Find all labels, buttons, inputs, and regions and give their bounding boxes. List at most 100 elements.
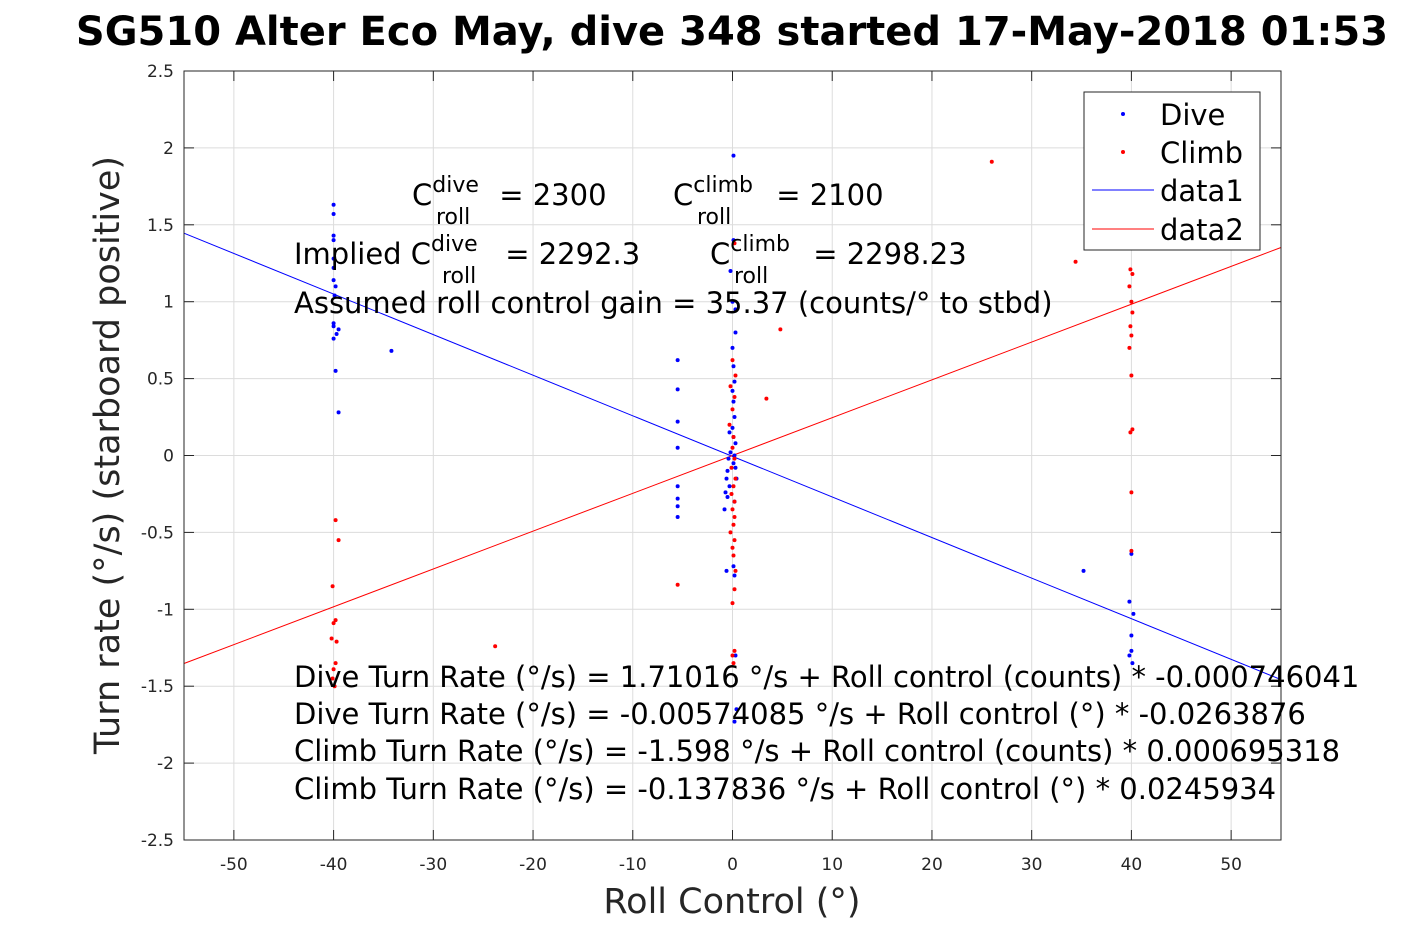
dive-point: [675, 496, 680, 501]
climb-point: [1129, 548, 1134, 553]
equation-2: Dive Turn Rate (°/s) = -0.00574085 °/s +…: [294, 697, 1306, 731]
climb-point: [732, 515, 737, 520]
climb-point: [333, 618, 338, 623]
climb-point: [730, 407, 735, 412]
climb-point: [733, 568, 738, 573]
climb-point: [730, 601, 735, 606]
climb-point: [730, 507, 735, 512]
climb-point: [731, 553, 736, 558]
climb-point: [1129, 333, 1134, 338]
climb-point: [1130, 427, 1135, 432]
dive-point: [675, 445, 680, 450]
climb-point: [333, 661, 338, 666]
climb-point: [732, 538, 737, 543]
climb-point: [1127, 284, 1132, 289]
y-tick-label: 0: [163, 447, 174, 467]
climb-point: [329, 636, 334, 641]
climb-point: [732, 648, 737, 653]
x-tick-label: -30: [419, 855, 447, 875]
dive-point: [730, 425, 735, 430]
dive-point: [728, 450, 733, 455]
dive-point: [733, 653, 738, 658]
x-tick-label: 50: [1220, 855, 1242, 875]
climb-point: [731, 435, 736, 440]
climb-point: [1128, 324, 1133, 329]
y-tick-label: -1: [157, 600, 174, 620]
climb-point: [1129, 490, 1134, 495]
climb-point: [732, 395, 737, 400]
dive-point: [331, 233, 336, 238]
climb-point: [330, 676, 335, 681]
data-points: [329, 153, 1136, 724]
legend-data1-label: data1: [1160, 174, 1244, 208]
chart-title: SG510 Alter Eco May, dive 348 started 17…: [76, 9, 1388, 55]
y-tick-label: 1: [163, 293, 174, 313]
dive-point: [334, 331, 339, 336]
dive-point: [728, 268, 733, 273]
y-tick-label: -1.5: [141, 677, 174, 697]
dive-point: [733, 441, 738, 446]
climb-point: [731, 484, 736, 489]
legend-climb-marker: [1121, 150, 1125, 154]
x-tick-label: 10: [821, 855, 843, 875]
y-tick-label: 2.5: [147, 62, 174, 82]
dive-point: [727, 430, 732, 435]
dive-point: [732, 415, 737, 420]
climb-point: [732, 241, 737, 246]
dive-point: [675, 515, 680, 520]
dive-point: [727, 484, 732, 489]
x-tick-label: 0: [727, 855, 738, 875]
dive-point: [331, 238, 336, 243]
x-tick-label: 30: [1021, 855, 1043, 875]
legend-data2-label: data2: [1160, 213, 1244, 247]
dive-point: [731, 238, 736, 243]
dive-point: [724, 476, 729, 481]
climb-point: [1130, 310, 1135, 315]
dive-point: [731, 564, 736, 569]
dive-point: [733, 307, 738, 312]
climb-point: [336, 538, 341, 543]
climb-point: [333, 518, 338, 523]
dive-point: [331, 202, 336, 207]
x-tick-label: -20: [519, 855, 547, 875]
x-tick-label: -40: [320, 855, 348, 875]
dive-point: [731, 364, 736, 369]
climb-point: [331, 621, 336, 626]
legend-box: [1083, 91, 1261, 251]
climb-point: [730, 653, 735, 658]
legend-dive-label: Dive: [1160, 98, 1225, 132]
dive-point: [733, 330, 738, 335]
dive-point: [336, 410, 341, 415]
dive-point: [725, 468, 730, 473]
gain-annotation: Assumed roll control gain = 35.37 (count…: [294, 286, 1053, 320]
dive-point: [733, 465, 738, 470]
climb-point: [730, 545, 735, 550]
equation-3: Climb Turn Rate (°/s) = -1.598 °/s + Rol…: [294, 734, 1340, 768]
climb-point: [733, 476, 738, 481]
climb-point: [728, 530, 733, 535]
climb-point: [764, 396, 769, 401]
y-tick-label: -0.5: [141, 523, 174, 543]
climb-point: [730, 358, 735, 363]
dive-point: [731, 461, 736, 466]
dive-point: [331, 336, 336, 341]
dive-point: [1127, 653, 1132, 658]
dive-point: [331, 265, 336, 270]
climb-point: [331, 667, 336, 672]
dive-point: [389, 348, 394, 353]
dive-point: [732, 719, 737, 724]
annotations: Cdive roll = 2300 Cclimb roll = 2100 Impli…: [294, 173, 1359, 806]
dive-point: [331, 212, 336, 217]
dive-point: [732, 379, 737, 384]
climb-point: [1128, 267, 1133, 272]
x-tick-label: -50: [220, 855, 248, 875]
dive-point: [331, 324, 336, 329]
climb-point: [1130, 272, 1135, 277]
dive-point: [332, 293, 337, 298]
dive-point: [331, 278, 336, 283]
x-tick-label: 20: [921, 855, 943, 875]
dive-point: [333, 368, 338, 373]
climb-point: [493, 644, 498, 649]
climb-point: [334, 639, 339, 644]
